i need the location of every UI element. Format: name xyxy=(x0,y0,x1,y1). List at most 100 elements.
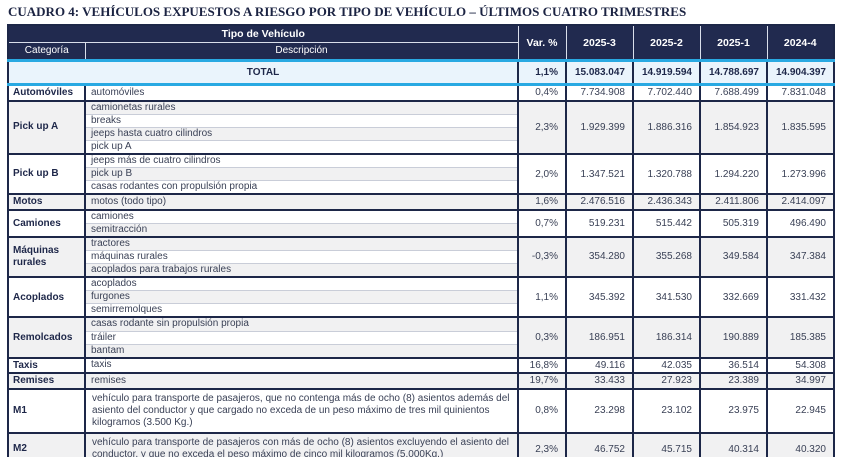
header-period-2025-3: 2025-3 xyxy=(565,24,634,61)
value-cell-2024-4: 347.384 xyxy=(766,235,835,279)
header-descripcion: Descripción xyxy=(84,42,519,61)
vehicles-exposed-table: Tipo de Vehículo Var. % 2025-3 2025-2 20… xyxy=(7,24,835,457)
total-var-cell: 1,1% xyxy=(517,59,567,86)
description-line: automóviles xyxy=(86,86,517,99)
value-cell-2025-2: 23.102 xyxy=(632,387,701,434)
table-row: Acoplados acoplados furgones semirremolques… xyxy=(7,276,835,319)
value-cell-2025-1: 190.889 xyxy=(699,316,768,359)
description-line: breaks xyxy=(86,113,517,127)
value-cell-2025-1: 23.975 xyxy=(699,387,768,434)
description-line: bantam xyxy=(86,343,517,357)
value-cell-2025-3: 23.298 xyxy=(565,387,634,434)
description-cell: motos (todo tipo) xyxy=(84,193,519,211)
value-cell-2025-3: 2.476.516 xyxy=(565,193,634,211)
value-cell-2024-4: 2.414.097 xyxy=(766,193,835,211)
table-row: M2 vehículo para transporte de pasajeros … xyxy=(7,431,835,457)
category-cell: Pick up A xyxy=(7,99,86,155)
table-row: Camiones camiones semitracción 0,7% 519.231 5… xyxy=(7,208,835,238)
description-line: acoplados xyxy=(86,278,517,291)
category-cell: M2 xyxy=(7,431,86,457)
description-line: tractores xyxy=(86,237,517,250)
table-row: Remolcados casas rodante sin propulsión p… xyxy=(7,316,835,359)
description-cell: vehículo para transporte de pasajeros, q… xyxy=(84,387,519,434)
description-line: jeeps más de cuatro cilindros xyxy=(86,154,517,167)
description-cell: camionetas rurales breaks jeeps hasta cuat… xyxy=(84,99,519,155)
table-row: Motos motos (todo tipo) 1,6% 2.476.516 2.436… xyxy=(7,193,835,211)
description-line: jeeps hasta cuatro cilindros xyxy=(86,126,517,140)
value-cell-2025-1: 1.854.923 xyxy=(699,99,768,155)
var-cell: 2,0% xyxy=(517,152,567,196)
description-line: motos (todo tipo) xyxy=(86,195,517,208)
value-cell-2025-2: 1.886.316 xyxy=(632,99,701,155)
value-cell-2025-1: 36.514 xyxy=(699,356,768,375)
description-line: taxis xyxy=(86,359,517,372)
description-cell: casas rodante sin propulsión propia tráil… xyxy=(84,316,519,359)
value-cell-2025-3: 354.280 xyxy=(565,235,634,279)
category-cell: Máquinas rurales xyxy=(7,235,86,279)
value-cell-2025-3: 1.347.521 xyxy=(565,152,634,196)
table-row: Taxis taxis 16,8% 49.116 42.035 36.514 54.308 xyxy=(7,356,835,375)
var-cell: 0,3% xyxy=(517,316,567,359)
value-cell-2025-2: 45.715 xyxy=(632,431,701,457)
description-cell: tractores máquinas rurales acoplados para … xyxy=(84,235,519,279)
var-cell: 2,3% xyxy=(517,99,567,155)
category-cell: Remolcados xyxy=(7,316,86,359)
value-cell-2025-1: 505.319 xyxy=(699,208,768,238)
value-cell-2024-4: 34.997 xyxy=(766,372,835,390)
description-cell: taxis xyxy=(84,356,519,375)
header-var-pct: Var. % xyxy=(517,24,567,61)
total-value-2025-3: 15.083.047 xyxy=(565,59,634,86)
description-line: máquinas rurales xyxy=(86,249,517,264)
description-line: camionetas rurales xyxy=(86,101,517,114)
category-cell: Camiones xyxy=(7,208,86,238)
var-cell: 0,8% xyxy=(517,387,567,434)
value-cell-2025-1: 349.584 xyxy=(699,235,768,279)
description-line: furgones xyxy=(86,290,517,304)
description-line: acoplados para trabajos rurales xyxy=(86,263,517,277)
total-row: TOTAL 1,1% 15.083.047 14.919.594 14.788.… xyxy=(7,59,835,86)
description-line: pick up A xyxy=(86,139,517,153)
description-paragraph: vehículo para transporte de pasajeros, q… xyxy=(92,392,510,428)
value-cell-2025-3: 33.433 xyxy=(565,372,634,390)
description-cell: acoplados furgones semirremolques xyxy=(84,276,519,319)
value-cell-2024-4: 7.831.048 xyxy=(766,83,835,102)
value-cell-2025-2: 515.442 xyxy=(632,208,701,238)
value-cell-2024-4: 331.432 xyxy=(766,276,835,319)
value-cell-2024-4: 22.945 xyxy=(766,387,835,434)
value-cell-2025-3: 186.951 xyxy=(565,316,634,359)
value-cell-2025-3: 7.734.908 xyxy=(565,83,634,102)
description-cell: automóviles xyxy=(84,83,519,102)
table-body: TOTAL 1,1% 15.083.047 14.919.594 14.788.… xyxy=(7,59,835,457)
description-line: semitracción xyxy=(86,222,517,236)
description-line: tráiler xyxy=(86,330,517,344)
value-cell-2025-2: 7.702.440 xyxy=(632,83,701,102)
var-cell: 2,3% xyxy=(517,431,567,457)
table-row: Máquinas rurales tractores máquinas rurale… xyxy=(7,235,835,279)
value-cell-2024-4: 40.320 xyxy=(766,431,835,457)
description-line: pick up B xyxy=(86,166,517,181)
value-cell-2024-4: 1.835.595 xyxy=(766,99,835,155)
value-cell-2025-3: 46.752 xyxy=(565,431,634,457)
var-cell: 16,8% xyxy=(517,356,567,375)
value-cell-2025-2: 42.035 xyxy=(632,356,701,375)
description-line: remises xyxy=(86,374,517,387)
var-cell: 1,6% xyxy=(517,193,567,211)
table-header: Tipo de Vehículo Var. % 2025-3 2025-2 20… xyxy=(7,24,835,61)
description-paragraph: vehículo para transporte de pasajeros co… xyxy=(92,436,509,457)
table-row: Remises remises 19,7% 33.433 27.923 23.389 34.… xyxy=(7,372,835,390)
category-cell: Automóviles xyxy=(7,83,86,102)
header-categoria: Categoría xyxy=(7,42,86,61)
value-cell-2025-2: 2.436.343 xyxy=(632,193,701,211)
category-cell: Pick up B xyxy=(7,152,86,196)
table-row: Automóviles automóviles 0,4% 7.734.908 7.702… xyxy=(7,83,835,102)
total-label: TOTAL xyxy=(7,59,519,86)
description-cell: camiones semitracción xyxy=(84,208,519,238)
value-cell-2025-3: 345.392 xyxy=(565,276,634,319)
value-cell-2025-2: 1.320.788 xyxy=(632,152,701,196)
value-cell-2024-4: 1.273.996 xyxy=(766,152,835,196)
header-group-tipo-de-vehiculo: Tipo de Vehículo xyxy=(7,24,519,43)
value-cell-2025-3: 1.929.399 xyxy=(565,99,634,155)
var-cell: 0,4% xyxy=(517,83,567,102)
